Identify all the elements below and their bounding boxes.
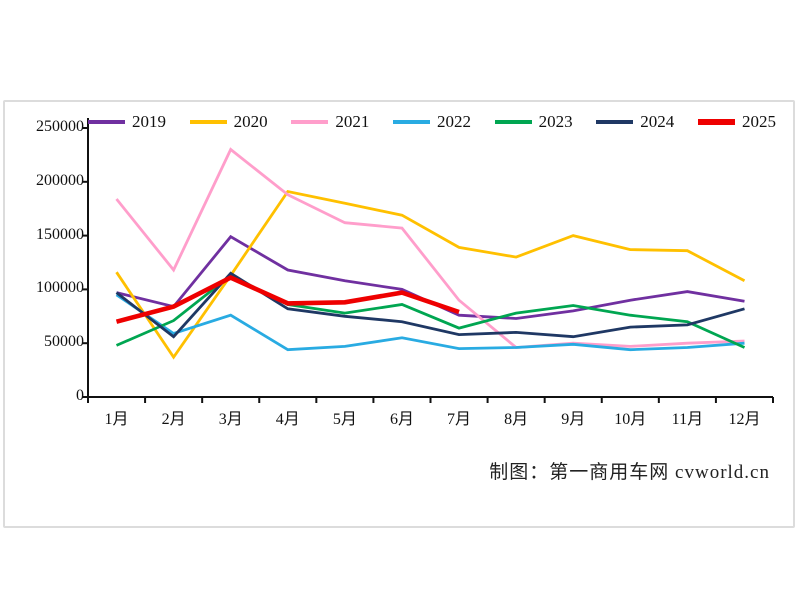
legend-item-2021: 2021 [291, 112, 369, 132]
legend-label-2019: 2019 [132, 112, 166, 131]
legend-label-2024: 2024 [640, 112, 675, 131]
y-tick-label: 0 [76, 387, 84, 404]
legend-label-2025: 2025 [741, 112, 776, 131]
legend-item-2025: 2025 [697, 112, 776, 132]
chart-frame [3, 100, 795, 528]
legend-swatch-2025 [697, 119, 735, 125]
legend-label-2023: 2023 [538, 112, 573, 131]
chart-source-caption: 制图：第一商用车网 cvworld.cn [489, 462, 770, 483]
x-tick-label: 7月 [447, 411, 472, 428]
legend-swatch-2019 [88, 120, 125, 124]
x-tick-label: 9月 [561, 411, 586, 428]
x-tick-label: 5月 [332, 411, 357, 428]
legend-item-2023: 2023 [494, 112, 573, 132]
legend-swatch-2020 [189, 120, 227, 124]
legend-swatch-2024 [596, 120, 634, 124]
x-tick-label: 3月 [218, 411, 243, 428]
legend-item-2019: 2019 [88, 112, 166, 132]
x-tick-label: 12月 [728, 411, 761, 428]
y-tick-label: 200000 [36, 171, 84, 189]
series-line-2025 [115, 275, 460, 324]
series-line-2020 [115, 189, 746, 360]
legend-label-2021: 2021 [335, 112, 370, 131]
legend-swatch-2022 [392, 120, 430, 124]
legend-item-2022: 2022 [392, 112, 471, 132]
series-line-2021 [115, 147, 745, 349]
y-tick-label: 150000 [36, 225, 84, 243]
legend-swatch-2021 [291, 120, 329, 124]
x-tick-label: 2月 [161, 411, 186, 428]
x-tick-label: 1月 [104, 411, 129, 428]
legend-item-2020: 2020 [189, 112, 268, 132]
x-tick-label: 11月 [671, 411, 704, 428]
x-tick-label: 4月 [275, 411, 300, 428]
legend-label-2020: 2020 [233, 112, 268, 131]
legend-item-2024: 2024 [596, 112, 674, 132]
y-tick-label: 50000 [44, 333, 84, 351]
chart-legend: 2019 2020 2021 2022 2023 2024 2025 [88, 112, 776, 132]
legend-label-2022: 2022 [436, 112, 471, 131]
x-tick-label: 10月 [614, 411, 647, 428]
x-tick-label: 6月 [389, 411, 414, 428]
series-line-2022 [115, 293, 745, 352]
x-tick-label: 8月 [504, 411, 529, 428]
y-tick-label: 100000 [36, 279, 84, 297]
legend-swatch-2023 [494, 120, 532, 124]
y-tick-label: 250000 [36, 118, 84, 135]
